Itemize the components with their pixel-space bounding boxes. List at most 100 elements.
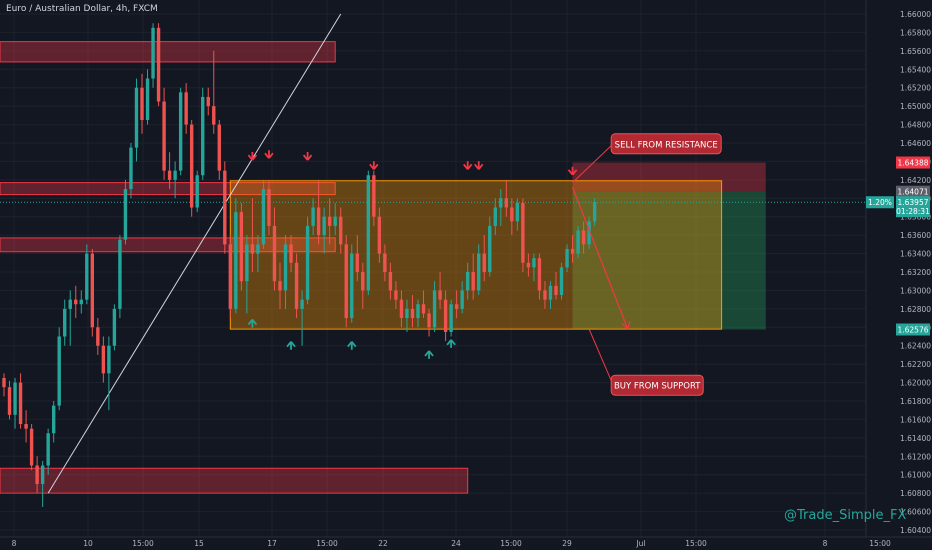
watermark: @Trade_Simple_FX xyxy=(784,508,907,523)
candle-body xyxy=(548,285,553,300)
candle-body xyxy=(554,285,558,296)
annotation-pointer xyxy=(588,328,614,386)
time-tick-label: 15:00 xyxy=(316,539,338,548)
candle-body xyxy=(454,304,459,309)
candle-body xyxy=(460,290,464,309)
price-tick-label: 1.61400 xyxy=(900,434,931,443)
price-tick-label: 1.60800 xyxy=(900,489,931,498)
candle-body xyxy=(465,272,470,291)
candle-body xyxy=(537,258,542,291)
candle-body xyxy=(278,281,282,291)
candle-body xyxy=(488,225,492,272)
candle-body xyxy=(206,96,210,107)
candle-body xyxy=(250,244,255,254)
price-label: 1.63957 xyxy=(897,198,928,207)
candle-body xyxy=(96,327,100,346)
support-zone-bottom xyxy=(0,467,469,494)
candle-body xyxy=(79,299,83,305)
price-tick-label: 1.63200 xyxy=(900,268,931,277)
candle-body xyxy=(46,433,50,466)
candle-body xyxy=(388,272,393,291)
candle-body xyxy=(499,198,503,208)
time-tick-label: 15:00 xyxy=(132,539,154,548)
candle-body xyxy=(322,216,326,236)
sell-signal-arrow xyxy=(567,166,578,176)
price-label: 01:28:31 xyxy=(896,207,930,216)
candle-body xyxy=(134,87,139,148)
time-tick-label: 8 xyxy=(12,539,17,548)
price-tick-label: 1.63600 xyxy=(900,231,931,240)
price-tick-label: 1.60600 xyxy=(900,508,931,517)
candle-body xyxy=(372,175,376,217)
time-axis-bg xyxy=(0,537,932,550)
price-tick-label: 1.65000 xyxy=(900,102,931,111)
candle-body xyxy=(565,248,569,268)
price-tick-label: 1.65600 xyxy=(900,47,931,56)
price-tick-label: 1.65800 xyxy=(900,28,931,37)
candle-body xyxy=(68,299,72,309)
price-tick-label: 1.63000 xyxy=(900,286,931,295)
candle-body xyxy=(361,272,365,291)
time-tick-label: 8 xyxy=(823,539,828,548)
consolidation-range-box xyxy=(229,180,723,330)
candle-body xyxy=(438,290,442,300)
candle-body xyxy=(173,170,177,180)
candle-body xyxy=(405,308,409,319)
candle-body xyxy=(195,175,199,208)
price-axis-bg xyxy=(866,0,932,550)
annotation-text: SELL FROM RESISTANCE xyxy=(615,140,718,150)
annotation-box xyxy=(610,374,704,396)
candle-body xyxy=(35,465,39,484)
candle-body xyxy=(316,207,321,236)
candle-body xyxy=(217,124,221,171)
candle-body xyxy=(140,87,144,120)
candle-body xyxy=(289,244,293,263)
take-profit-area xyxy=(572,191,766,330)
candle-body xyxy=(184,92,188,125)
price-tick-label: 1.65200 xyxy=(900,84,931,93)
candle-body xyxy=(63,308,67,337)
buy-signal-arrow xyxy=(347,341,357,350)
price-tick-label: 1.62200 xyxy=(900,360,931,369)
buy-signal-arrow xyxy=(247,319,258,328)
candle-body xyxy=(272,225,277,282)
time-tick-label: 10 xyxy=(83,539,93,548)
candle-body xyxy=(74,299,78,305)
price-tick-label: 1.66000 xyxy=(900,10,931,19)
price-tick-label: 1.62000 xyxy=(900,379,931,388)
sell-signal-arrow xyxy=(462,161,473,170)
candle-body xyxy=(471,272,475,291)
sell-signal-arrow xyxy=(369,161,379,170)
candle-body xyxy=(416,304,420,319)
candle-body xyxy=(2,377,6,388)
sell-signal-arrow xyxy=(247,152,258,161)
candle-body xyxy=(40,465,45,484)
candle-body xyxy=(350,253,354,319)
candle-body xyxy=(18,382,23,425)
time-tick-label: 15 xyxy=(194,539,204,548)
candle-body xyxy=(427,313,431,328)
candle-body xyxy=(394,290,398,300)
price-tick-label: 1.63400 xyxy=(900,250,931,259)
annotation-text: BUY FROM SUPPORT xyxy=(614,382,701,392)
time-tick-label: 24 xyxy=(451,539,461,548)
buy-signal-arrow xyxy=(424,350,434,359)
candle-body xyxy=(355,253,359,272)
candle-body xyxy=(559,267,564,296)
candle-body xyxy=(283,244,288,291)
candle-body xyxy=(267,189,271,226)
price-tick-label: 1.64200 xyxy=(900,176,931,185)
candle-body xyxy=(256,244,260,254)
time-tick-label: 15:00 xyxy=(500,539,522,548)
candle-body xyxy=(311,207,315,226)
candle-body xyxy=(305,225,310,300)
price-tick-label: 1.61200 xyxy=(900,452,931,461)
price-tick-label: 1.64800 xyxy=(900,121,931,130)
price-tick-label: 1.60400 xyxy=(900,526,931,535)
candle-body xyxy=(228,244,233,309)
candle-body xyxy=(504,198,509,208)
candle-body xyxy=(587,221,591,245)
resistance-zone-top xyxy=(0,41,336,63)
time-tick-label: 22 xyxy=(378,539,388,548)
